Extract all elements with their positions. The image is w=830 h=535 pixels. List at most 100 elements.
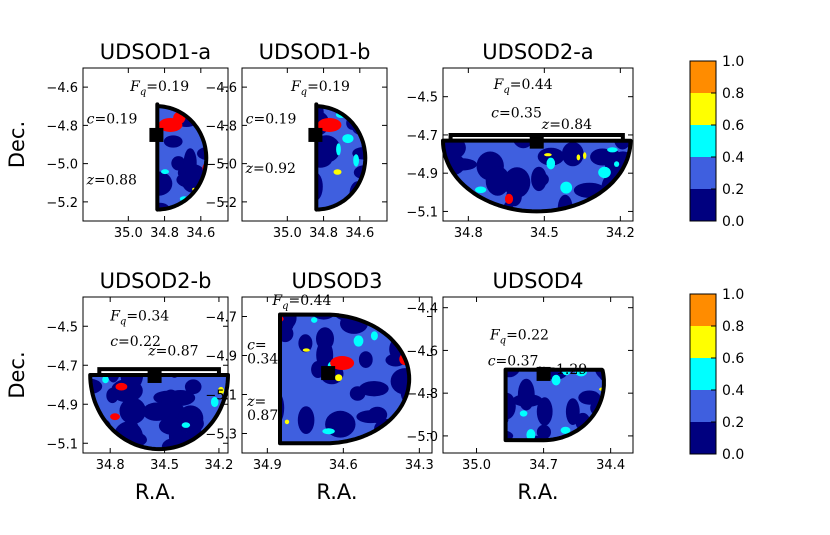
annotation: c=0.37 xyxy=(488,353,539,369)
density-blob xyxy=(95,144,117,164)
density-blob xyxy=(378,429,387,442)
density-blob xyxy=(548,325,578,356)
density-blob xyxy=(163,135,183,148)
annotation-symbol: F xyxy=(489,328,501,344)
density-blob xyxy=(139,212,152,218)
annotation-value: =0.34 xyxy=(126,308,169,324)
annotation-symbol: c xyxy=(87,111,95,127)
density-blob xyxy=(484,301,490,311)
y-tick-label: −5.2 xyxy=(46,196,78,211)
colorbar-band xyxy=(690,294,716,326)
center-marker xyxy=(529,134,544,149)
x-tick-label: 34.8 xyxy=(150,226,179,241)
density-blob xyxy=(376,305,383,314)
center-marker xyxy=(149,127,164,142)
center-marker xyxy=(321,366,336,381)
x-tick-label: 34.5 xyxy=(150,458,179,473)
x-tick-label: 34.6 xyxy=(329,458,358,473)
density-blob xyxy=(306,214,309,221)
annotation-symbol: z xyxy=(541,117,550,133)
colorbar-tick-label: 0.8 xyxy=(722,86,744,102)
annotation: Fq=0.44 xyxy=(271,293,331,312)
y-tick-label: −4.5 xyxy=(46,320,78,335)
density-blob xyxy=(302,348,310,352)
density-blob xyxy=(614,161,620,167)
density-peak xyxy=(158,117,183,132)
density-blob xyxy=(304,118,314,124)
y-tick-label: −4.6 xyxy=(46,81,78,96)
density-blob xyxy=(111,379,143,403)
density-blob xyxy=(110,413,120,421)
density-blob xyxy=(373,314,399,328)
density-blob xyxy=(353,154,359,167)
x-axis-label: R.A. xyxy=(517,480,558,504)
density-blob xyxy=(342,134,354,144)
annotation: c=0.19 xyxy=(87,111,138,127)
density-blob xyxy=(358,178,366,205)
x-tick-label: 34.5 xyxy=(530,226,559,241)
density-blob xyxy=(474,339,487,371)
panels: 35.0 34.8 34.6 −4.6 −4.8 −5.0 −5.2 UDSOD1-a Dec.… xyxy=(5,40,645,504)
density-blob xyxy=(275,204,292,217)
density-blob xyxy=(613,329,645,356)
density-blob xyxy=(607,192,614,199)
density-blob xyxy=(353,165,366,180)
density-blob xyxy=(591,102,604,134)
density-blob xyxy=(551,374,561,386)
density-blob xyxy=(242,201,264,227)
density-blob xyxy=(377,173,387,184)
annotation: Fq=0.44 xyxy=(493,77,553,96)
density-blob xyxy=(347,198,361,210)
colorbar-tick-label: 0.8 xyxy=(722,319,744,335)
y-tick-label: −4.9 xyxy=(46,398,78,413)
annotation-value: =0.35 xyxy=(499,106,542,122)
axes-frame xyxy=(241,67,388,222)
density-blob xyxy=(161,169,169,175)
colorbar-2: 1.0 0.8 0.6 0.4 0.2 0.0 xyxy=(689,287,744,463)
density-blob xyxy=(90,378,103,395)
density-blob xyxy=(593,93,611,114)
density-blob xyxy=(379,181,387,188)
density-blob xyxy=(358,351,373,368)
density-blob xyxy=(477,399,499,429)
annotation: c=0.35 xyxy=(491,106,542,122)
annotation-symbol: c xyxy=(246,111,254,127)
density-blob xyxy=(280,364,282,391)
density-blob xyxy=(307,210,314,216)
density-blob xyxy=(377,131,393,158)
panel-title: UDSOD3 xyxy=(292,269,383,293)
density-blob xyxy=(274,197,288,209)
annotation-value: =0.88 xyxy=(94,173,137,189)
annotation-value: =0.37 xyxy=(496,353,539,369)
density-blob xyxy=(262,368,277,391)
y-tick-label: −4.4 xyxy=(406,302,438,317)
density-blob xyxy=(544,153,552,157)
density-blob xyxy=(370,331,378,341)
density-blob xyxy=(198,339,203,350)
density-blob xyxy=(269,72,284,94)
density-blob xyxy=(597,210,608,212)
colorbar-band xyxy=(690,390,716,422)
colorbar-band xyxy=(690,157,716,189)
density-blob xyxy=(599,88,612,110)
density-blob xyxy=(537,147,565,166)
density-peak xyxy=(317,117,342,132)
x-tick-label: 34.7 xyxy=(529,458,558,473)
annotation-subscript: q xyxy=(282,301,288,312)
density-blob xyxy=(475,431,495,449)
density-blob xyxy=(390,368,410,395)
x-tick-label: 34.4 xyxy=(596,458,625,473)
density-blob xyxy=(504,193,514,204)
density-blob xyxy=(97,84,104,88)
x-tick-label: 34.9 xyxy=(253,458,282,473)
density-blob xyxy=(112,150,144,173)
density-blob xyxy=(568,331,599,344)
colorbar-tick-label: 0.2 xyxy=(722,415,744,431)
annotation-symbol: F xyxy=(493,77,505,93)
density-blob xyxy=(176,320,198,341)
density-blob xyxy=(264,153,275,162)
density-blob xyxy=(559,324,576,347)
density-blob xyxy=(454,324,483,349)
density-blob xyxy=(297,131,304,141)
